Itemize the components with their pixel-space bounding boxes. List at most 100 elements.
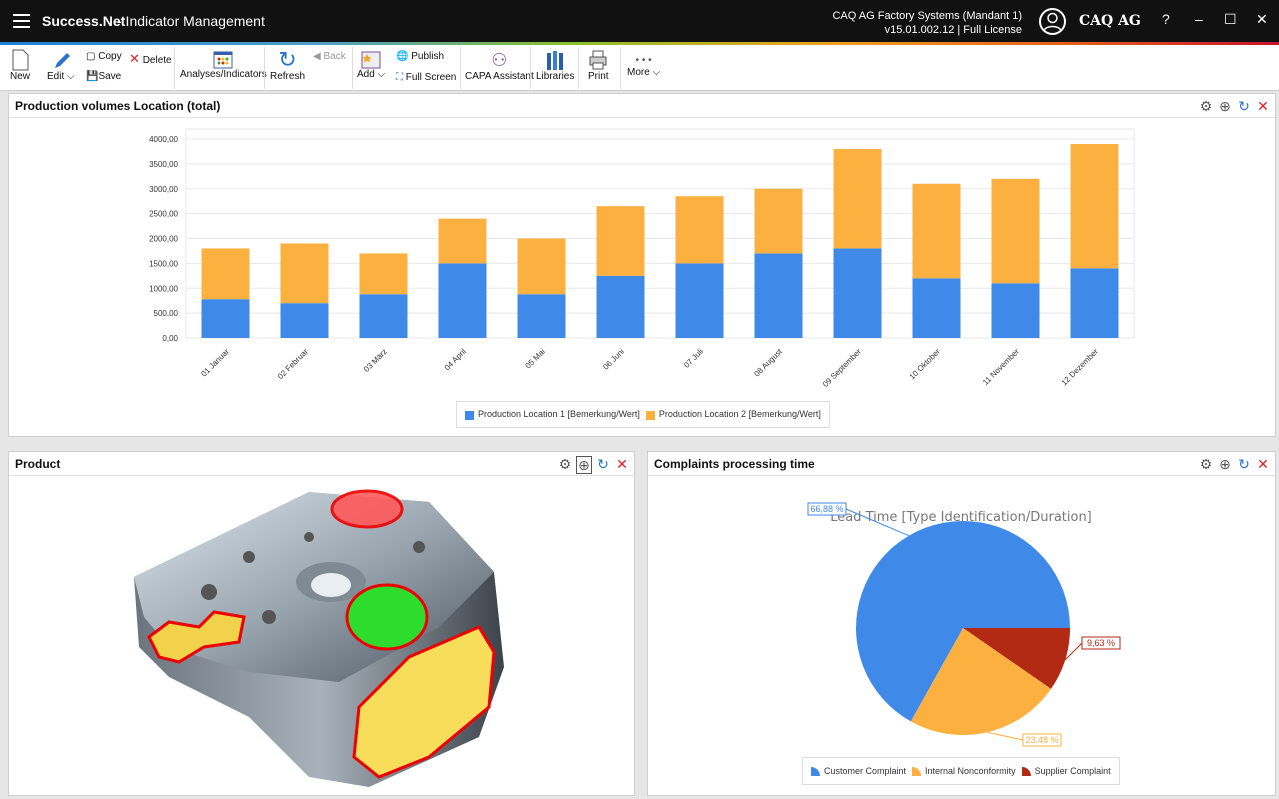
analyses-button[interactable]: Analyses/Indicators xyxy=(180,51,267,80)
bar-segment xyxy=(596,206,645,276)
close-button[interactable]: ✕ xyxy=(1256,11,1268,27)
zoom-icon[interactable]: ⊕ xyxy=(1219,456,1231,472)
refresh-icon[interactable]: ↻ xyxy=(1238,456,1250,472)
bar-segment xyxy=(201,299,250,338)
bar-chart: 0,00 500,00 1000,00 1500,00 2000,00 2500,00 30… xyxy=(149,128,1135,389)
y-tick-label: 4000,00 xyxy=(149,135,178,144)
bar-segment xyxy=(912,183,961,279)
x-tick-label: 11 November xyxy=(981,347,1021,387)
delete-icon: ✕ xyxy=(129,51,140,66)
zoom-icon[interactable]: ⊕ xyxy=(1219,98,1231,114)
save-icon: 💾 xyxy=(86,71,99,82)
y-tick-label: 1500,00 xyxy=(149,259,178,268)
refresh-icon[interactable]: ↻ xyxy=(1238,98,1250,114)
maximize-button[interactable]: ☐ xyxy=(1224,11,1237,27)
capa-label: CAPA Assistant xyxy=(465,71,534,82)
menu-icon[interactable] xyxy=(13,14,30,28)
accent-stripe xyxy=(0,42,1279,45)
pie-chart: Lead Time [Type Identification/Duration]… xyxy=(807,502,1121,747)
pie-legend: Customer Complaint Internal Nonconformit… xyxy=(802,757,1120,785)
new-label: New xyxy=(10,71,31,82)
x-tick-label: 07 Juli xyxy=(682,347,705,370)
data-label: 9,63 % xyxy=(1087,638,1115,648)
refresh-label: Refresh xyxy=(270,71,306,82)
pie-title: Lead Time [Type Identification/Duration] xyxy=(830,510,1092,525)
save-button[interactable]: 💾Save xyxy=(86,71,121,82)
copy-button[interactable]: ▢ Copy xyxy=(86,51,122,62)
fullscreen-button[interactable]: ⛶ Full Screen xyxy=(396,72,456,83)
bar-segment xyxy=(1070,143,1119,269)
bar-segment xyxy=(833,148,882,249)
leader-line xyxy=(987,731,1024,741)
pie-slice xyxy=(856,521,1070,722)
edit-button[interactable]: Edit ⌵ xyxy=(47,49,75,82)
books-icon xyxy=(547,51,564,70)
help-button[interactable]: ? xyxy=(1162,11,1170,27)
system-name: CAQ AG Factory Systems (Mandant 1) xyxy=(832,10,1022,22)
settings-icon[interactable]: ⚙ xyxy=(558,456,572,472)
x-tick-label: 09 September xyxy=(821,347,863,389)
back-button[interactable]: ◀ Back xyxy=(313,51,346,62)
x-tick-label: 08 August xyxy=(752,347,784,379)
bar-segment xyxy=(438,218,487,264)
libraries-button[interactable]: Libraries xyxy=(536,49,574,82)
more-label: More xyxy=(627,67,650,78)
bar-segment xyxy=(754,253,803,338)
legend-item: Production Location 1 [Bemerkung/Wert] xyxy=(465,409,640,420)
y-tick-label: 2500,00 xyxy=(149,210,178,219)
bar-segment xyxy=(517,294,566,338)
delete-button[interactable]: ✕ Delete xyxy=(129,51,172,67)
product-panel: Product ⚙ ⊕ ↻ ✕ xyxy=(8,451,635,796)
legend-item: Production Location 2 [Bemerkung/Wert] xyxy=(645,409,821,420)
publish-button[interactable]: 🌐 Publish xyxy=(396,51,444,62)
more-button[interactable]: • • • More ⌵ xyxy=(627,55,661,78)
x-tick-label: 12 Dezember xyxy=(1060,347,1101,388)
refresh-icon[interactable]: ↻ xyxy=(597,456,609,472)
capa-assistant-button[interactable]: ⚇ CAPA Assistant xyxy=(465,49,534,82)
new-button[interactable]: New xyxy=(10,49,30,82)
globe-icon: 🌐 xyxy=(396,51,409,62)
close-icon[interactable]: ✕ xyxy=(1257,98,1269,114)
leader-line xyxy=(845,508,910,537)
new-document-icon xyxy=(12,49,29,71)
printer-icon xyxy=(589,50,607,70)
x-tick-label: 02 Februar xyxy=(276,347,310,381)
y-tick-label: 500,00 xyxy=(154,309,179,318)
settings-icon[interactable]: ⚙ xyxy=(1199,98,1213,114)
x-tick-label: 05 Mai xyxy=(524,347,548,371)
x-tick-label: 01 Januar xyxy=(199,347,231,379)
fullscreen-label: Full Screen xyxy=(405,72,457,83)
close-icon[interactable]: ✕ xyxy=(1257,456,1269,472)
bar-segment xyxy=(201,248,250,300)
bar-segment xyxy=(991,178,1040,284)
y-tick-label: 0,00 xyxy=(162,334,178,343)
version-info: v15.01.002.12 | Full License xyxy=(884,24,1022,36)
minimize-button[interactable]: – xyxy=(1195,11,1203,27)
libraries-label: Libraries xyxy=(536,71,575,82)
legend-label: Production Location 2 [Bemerkung/Wert] xyxy=(658,409,821,420)
user-icon[interactable] xyxy=(1039,8,1066,35)
close-icon[interactable]: ✕ xyxy=(616,456,628,472)
add-button[interactable]: Add ⌵ xyxy=(357,51,385,80)
legend-item: Customer Complaint xyxy=(811,766,906,777)
print-button[interactable]: Print xyxy=(588,49,609,82)
x-tick-label: 06 Juni xyxy=(601,347,626,372)
panel-title: Product xyxy=(15,457,61,471)
product-3d-image xyxy=(134,489,504,787)
bar-segment xyxy=(912,278,961,338)
bar-segment xyxy=(675,196,724,264)
refresh-button[interactable]: ↻ Refresh xyxy=(270,49,306,83)
bar-segment xyxy=(359,294,408,338)
toolbar: New Edit ⌵ ▢ Copy ✕ Delete 💾Save Analyse… xyxy=(0,45,1279,91)
zoom-icon[interactable]: ⊕ xyxy=(576,456,592,474)
legend-item: Supplier Complaint xyxy=(1021,766,1111,777)
module-name: - Indicator Management xyxy=(117,13,265,29)
y-tick-label: 1000,00 xyxy=(149,284,178,293)
app-name: Success.Net xyxy=(42,13,126,29)
bar-segment xyxy=(280,303,329,338)
caq-logo: CAQ AG xyxy=(1079,13,1141,29)
settings-icon[interactable]: ⚙ xyxy=(1199,456,1213,472)
bar-segment xyxy=(438,263,487,338)
bar-segment xyxy=(991,283,1040,338)
pencil-icon xyxy=(54,53,70,68)
